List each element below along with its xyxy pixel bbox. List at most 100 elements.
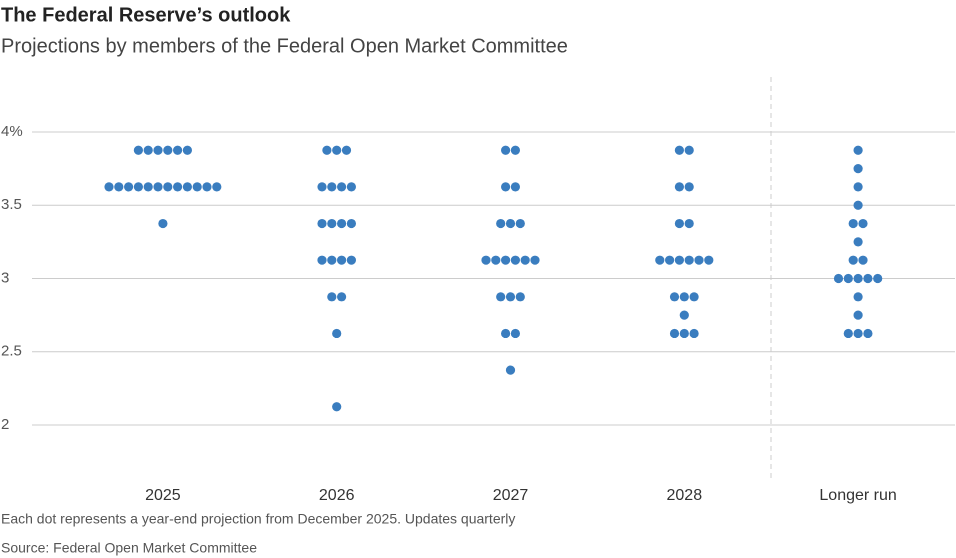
dot: [202, 182, 212, 192]
y-tick-label: 4%: [1, 123, 23, 140]
dot: [332, 402, 342, 412]
dot: [510, 145, 520, 155]
dot: [501, 145, 511, 155]
dot: [327, 182, 337, 192]
dot: [124, 182, 134, 192]
dot: [143, 182, 153, 192]
dot: [346, 182, 356, 192]
dot: [496, 218, 506, 229]
dot: [337, 292, 347, 302]
dot: [853, 328, 863, 339]
dot: [853, 163, 863, 174]
dot: [212, 182, 222, 192]
dot: [674, 255, 685, 265]
dot: [317, 255, 327, 265]
y-tick-label: 2.5: [1, 343, 22, 360]
dot: [689, 328, 699, 339]
dot: [684, 145, 694, 155]
dot: [679, 328, 689, 339]
dot: [843, 328, 853, 339]
dot: [863, 328, 873, 339]
dot: [665, 255, 675, 265]
dot: [104, 182, 114, 192]
dot: [332, 328, 342, 339]
dot: [833, 273, 844, 284]
dot: [674, 218, 685, 229]
dot: [496, 292, 506, 302]
dot: [848, 255, 858, 265]
dot: [173, 145, 183, 155]
dot: [332, 145, 342, 155]
dot: [679, 292, 689, 302]
dot: [173, 182, 183, 192]
dot: [501, 182, 511, 192]
dot: [481, 255, 491, 265]
dot: [858, 255, 868, 265]
dot: [689, 292, 699, 302]
dot: [520, 255, 530, 265]
dot: [501, 255, 511, 265]
dot: [853, 310, 863, 320]
dot: [655, 255, 665, 265]
dot: [327, 292, 337, 302]
dot: [505, 365, 516, 375]
dot: [163, 145, 173, 155]
dot: [346, 218, 356, 229]
x-tick-label: 2028: [667, 487, 703, 504]
dot: [153, 182, 163, 192]
x-tick-label: Longer run: [819, 487, 896, 504]
dot: [853, 292, 863, 302]
dot: [337, 218, 347, 229]
dot: [858, 218, 868, 229]
dot: [182, 182, 192, 192]
dot: [501, 328, 511, 339]
chart-subtitle: Projections by members of the Federal Op…: [1, 35, 568, 57]
dot: [114, 182, 124, 192]
dot: [337, 182, 347, 192]
dot: [873, 273, 883, 284]
dot: [669, 292, 680, 302]
y-tick-label: 3.5: [1, 196, 22, 213]
chart-title: The Federal Reserve’s outlook: [1, 4, 291, 26]
dot: [674, 182, 685, 192]
dot: [133, 182, 143, 192]
dot: [341, 145, 352, 155]
dot: [491, 255, 501, 265]
dot: [505, 218, 516, 229]
dot: [182, 145, 192, 155]
dot: [510, 328, 520, 339]
dot: [337, 255, 347, 265]
dot: [327, 255, 337, 265]
dot: [317, 182, 327, 192]
dot: [704, 255, 714, 265]
dot: [694, 255, 704, 265]
x-tick-label: 2026: [319, 487, 355, 504]
dot: [853, 237, 863, 247]
dot: [674, 145, 685, 155]
dot: [515, 218, 525, 229]
dot: [684, 182, 694, 192]
dot: [505, 292, 516, 302]
source: Source: Federal Open Market Committee: [1, 540, 257, 556]
dot: [158, 218, 168, 229]
dot: [684, 255, 694, 265]
dot: [510, 255, 520, 265]
y-tick-label: 2: [1, 416, 9, 433]
dot: [853, 273, 863, 284]
dot: [317, 218, 327, 229]
note: Each dot represents a year-end projectio…: [1, 511, 515, 527]
dot: [143, 145, 153, 155]
dot: [515, 292, 525, 302]
dot: [192, 182, 202, 192]
dot: [848, 218, 858, 229]
dot: [346, 255, 356, 265]
dot: [163, 182, 173, 192]
dot: [669, 328, 680, 339]
dot: [153, 145, 163, 155]
x-tick-label: 2027: [493, 487, 529, 504]
x-tick-label: 2025: [145, 487, 181, 504]
dot: [530, 255, 540, 265]
dot: [853, 182, 863, 192]
dot: [853, 145, 863, 155]
